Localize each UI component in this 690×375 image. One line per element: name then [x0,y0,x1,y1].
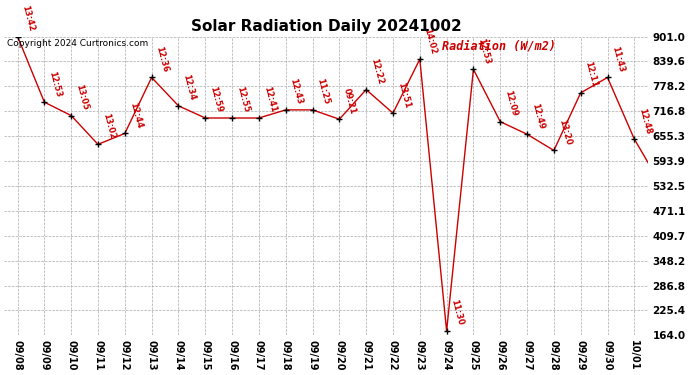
Text: 13:20: 13:20 [557,118,572,146]
Text: 13:51: 13:51 [396,81,411,109]
Text: 12:44: 12:44 [128,101,144,129]
Text: 12:44: 12:44 [0,374,1,375]
Text: 12:48: 12:48 [637,107,653,135]
Text: 12:53: 12:53 [47,70,63,98]
Text: 13:05: 13:05 [74,83,90,111]
Text: 09:21: 09:21 [342,87,357,115]
Text: 11:43: 11:43 [610,45,626,73]
Text: 12:41: 12:41 [262,86,277,114]
Text: Radiation (W/m2): Radiation (W/m2) [442,39,555,53]
Text: 12:34: 12:34 [181,74,197,102]
Text: 12:53: 12:53 [476,37,492,65]
Text: 13:42: 13:42 [20,4,36,32]
Text: Copyright 2024 Curtronics.com: Copyright 2024 Curtronics.com [8,39,148,48]
Text: 11:25: 11:25 [315,78,331,106]
Text: 12:43: 12:43 [288,78,304,106]
Text: 12:22: 12:22 [369,57,384,86]
Text: 12:55: 12:55 [235,86,250,114]
Text: 11:30: 11:30 [449,298,465,327]
Text: 14:02: 14:02 [422,27,438,55]
Text: 12:11: 12:11 [584,60,599,89]
Text: 12:36: 12:36 [155,45,170,73]
Title: Solar Radiation Daily 20241002: Solar Radiation Daily 20241002 [190,19,462,34]
Text: 12:09: 12:09 [503,90,519,117]
Text: 12:49: 12:49 [530,102,546,130]
Text: 12:59: 12:59 [208,86,224,114]
Text: 13:02: 13:02 [101,112,117,140]
